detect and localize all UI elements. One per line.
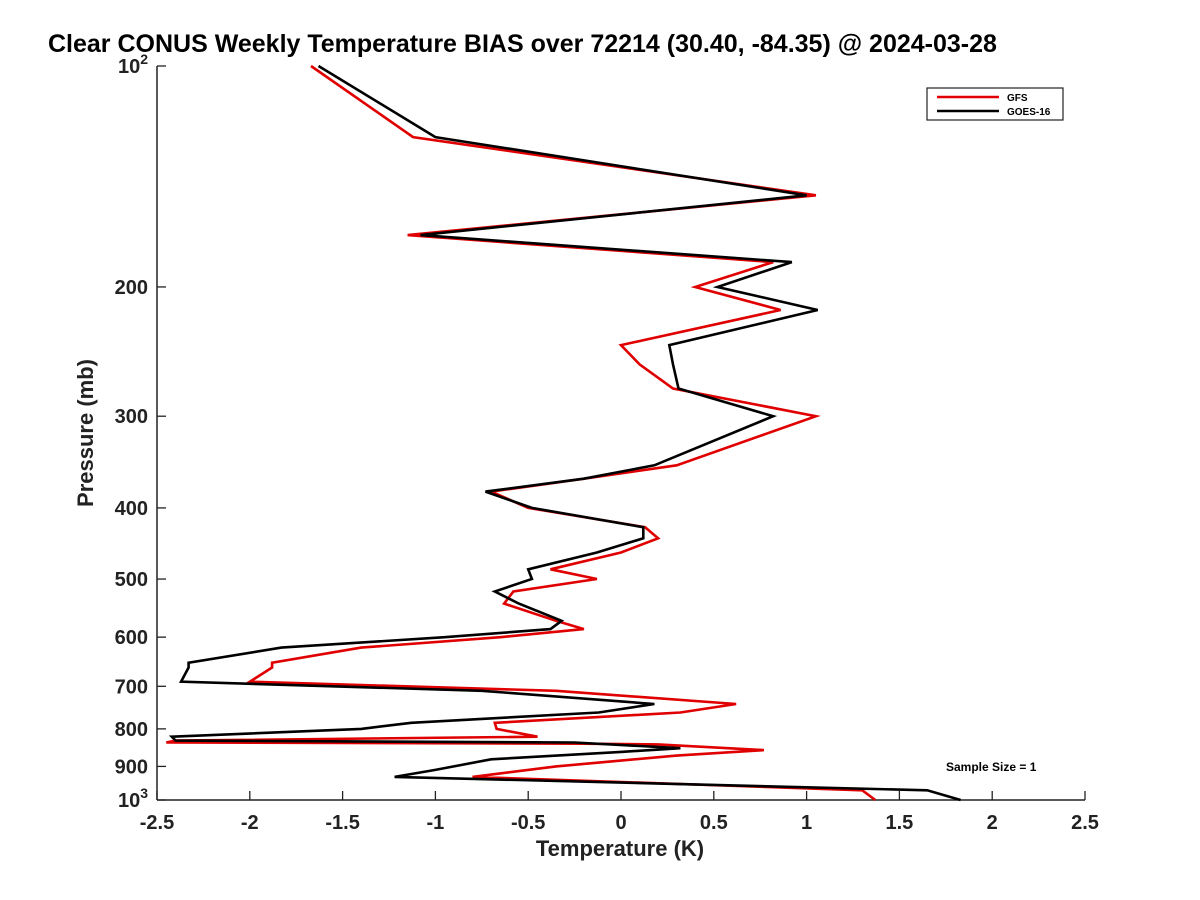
x-tick-label: -2.5 [140, 812, 174, 834]
series-lines [166, 64, 961, 802]
x-tick-label: 2.5 [1071, 812, 1099, 834]
legend: GFS GOES-16 [926, 87, 1064, 121]
series-line-goes-16 [168, 64, 961, 802]
y-tick-label: 103 [118, 785, 148, 812]
y-tick-label: 102 [118, 51, 148, 78]
y-tick-label: 600 [115, 627, 148, 649]
x-tick-label: 2 [987, 812, 998, 834]
x-tick-label: -1 [427, 812, 445, 834]
x-tick-label: -2 [241, 812, 259, 834]
y-tick-label: 400 [115, 498, 148, 520]
x-tick-label: 0 [615, 812, 626, 834]
y-tick-label: 700 [115, 676, 148, 698]
axes: -2.5 -2 -1.5 -1 -0.5 0 0.5 1 1.5 2 2.5 102 200 300 400… [115, 51, 1099, 834]
x-tick-label: -1.5 [325, 812, 359, 834]
legend-label: GOES-16 [1007, 107, 1051, 118]
x-axis-label: Temperature (K) [536, 836, 704, 861]
y-tick-label: 300 [115, 406, 148, 428]
y-tick-label: 800 [115, 719, 148, 741]
y-tick-label: 200 [115, 277, 148, 299]
x-tick-label: 1.5 [885, 812, 913, 834]
chart-title: Clear CONUS Weekly Temperature BIAS over… [48, 30, 997, 58]
y-tick-label: 500 [115, 569, 148, 591]
y-axis-label: Pressure (mb) [73, 359, 98, 507]
legend-box [926, 87, 1064, 121]
series-line-gfs [166, 64, 877, 802]
x-tick-label: 1 [801, 812, 812, 834]
sample-size-annotation: Sample Size = 1 [946, 760, 1037, 774]
legend-label: GFS [1007, 93, 1028, 104]
y-tick-label: 900 [115, 756, 148, 778]
x-tick-label: 0.5 [700, 812, 728, 834]
x-tick-label: -0.5 [511, 812, 545, 834]
